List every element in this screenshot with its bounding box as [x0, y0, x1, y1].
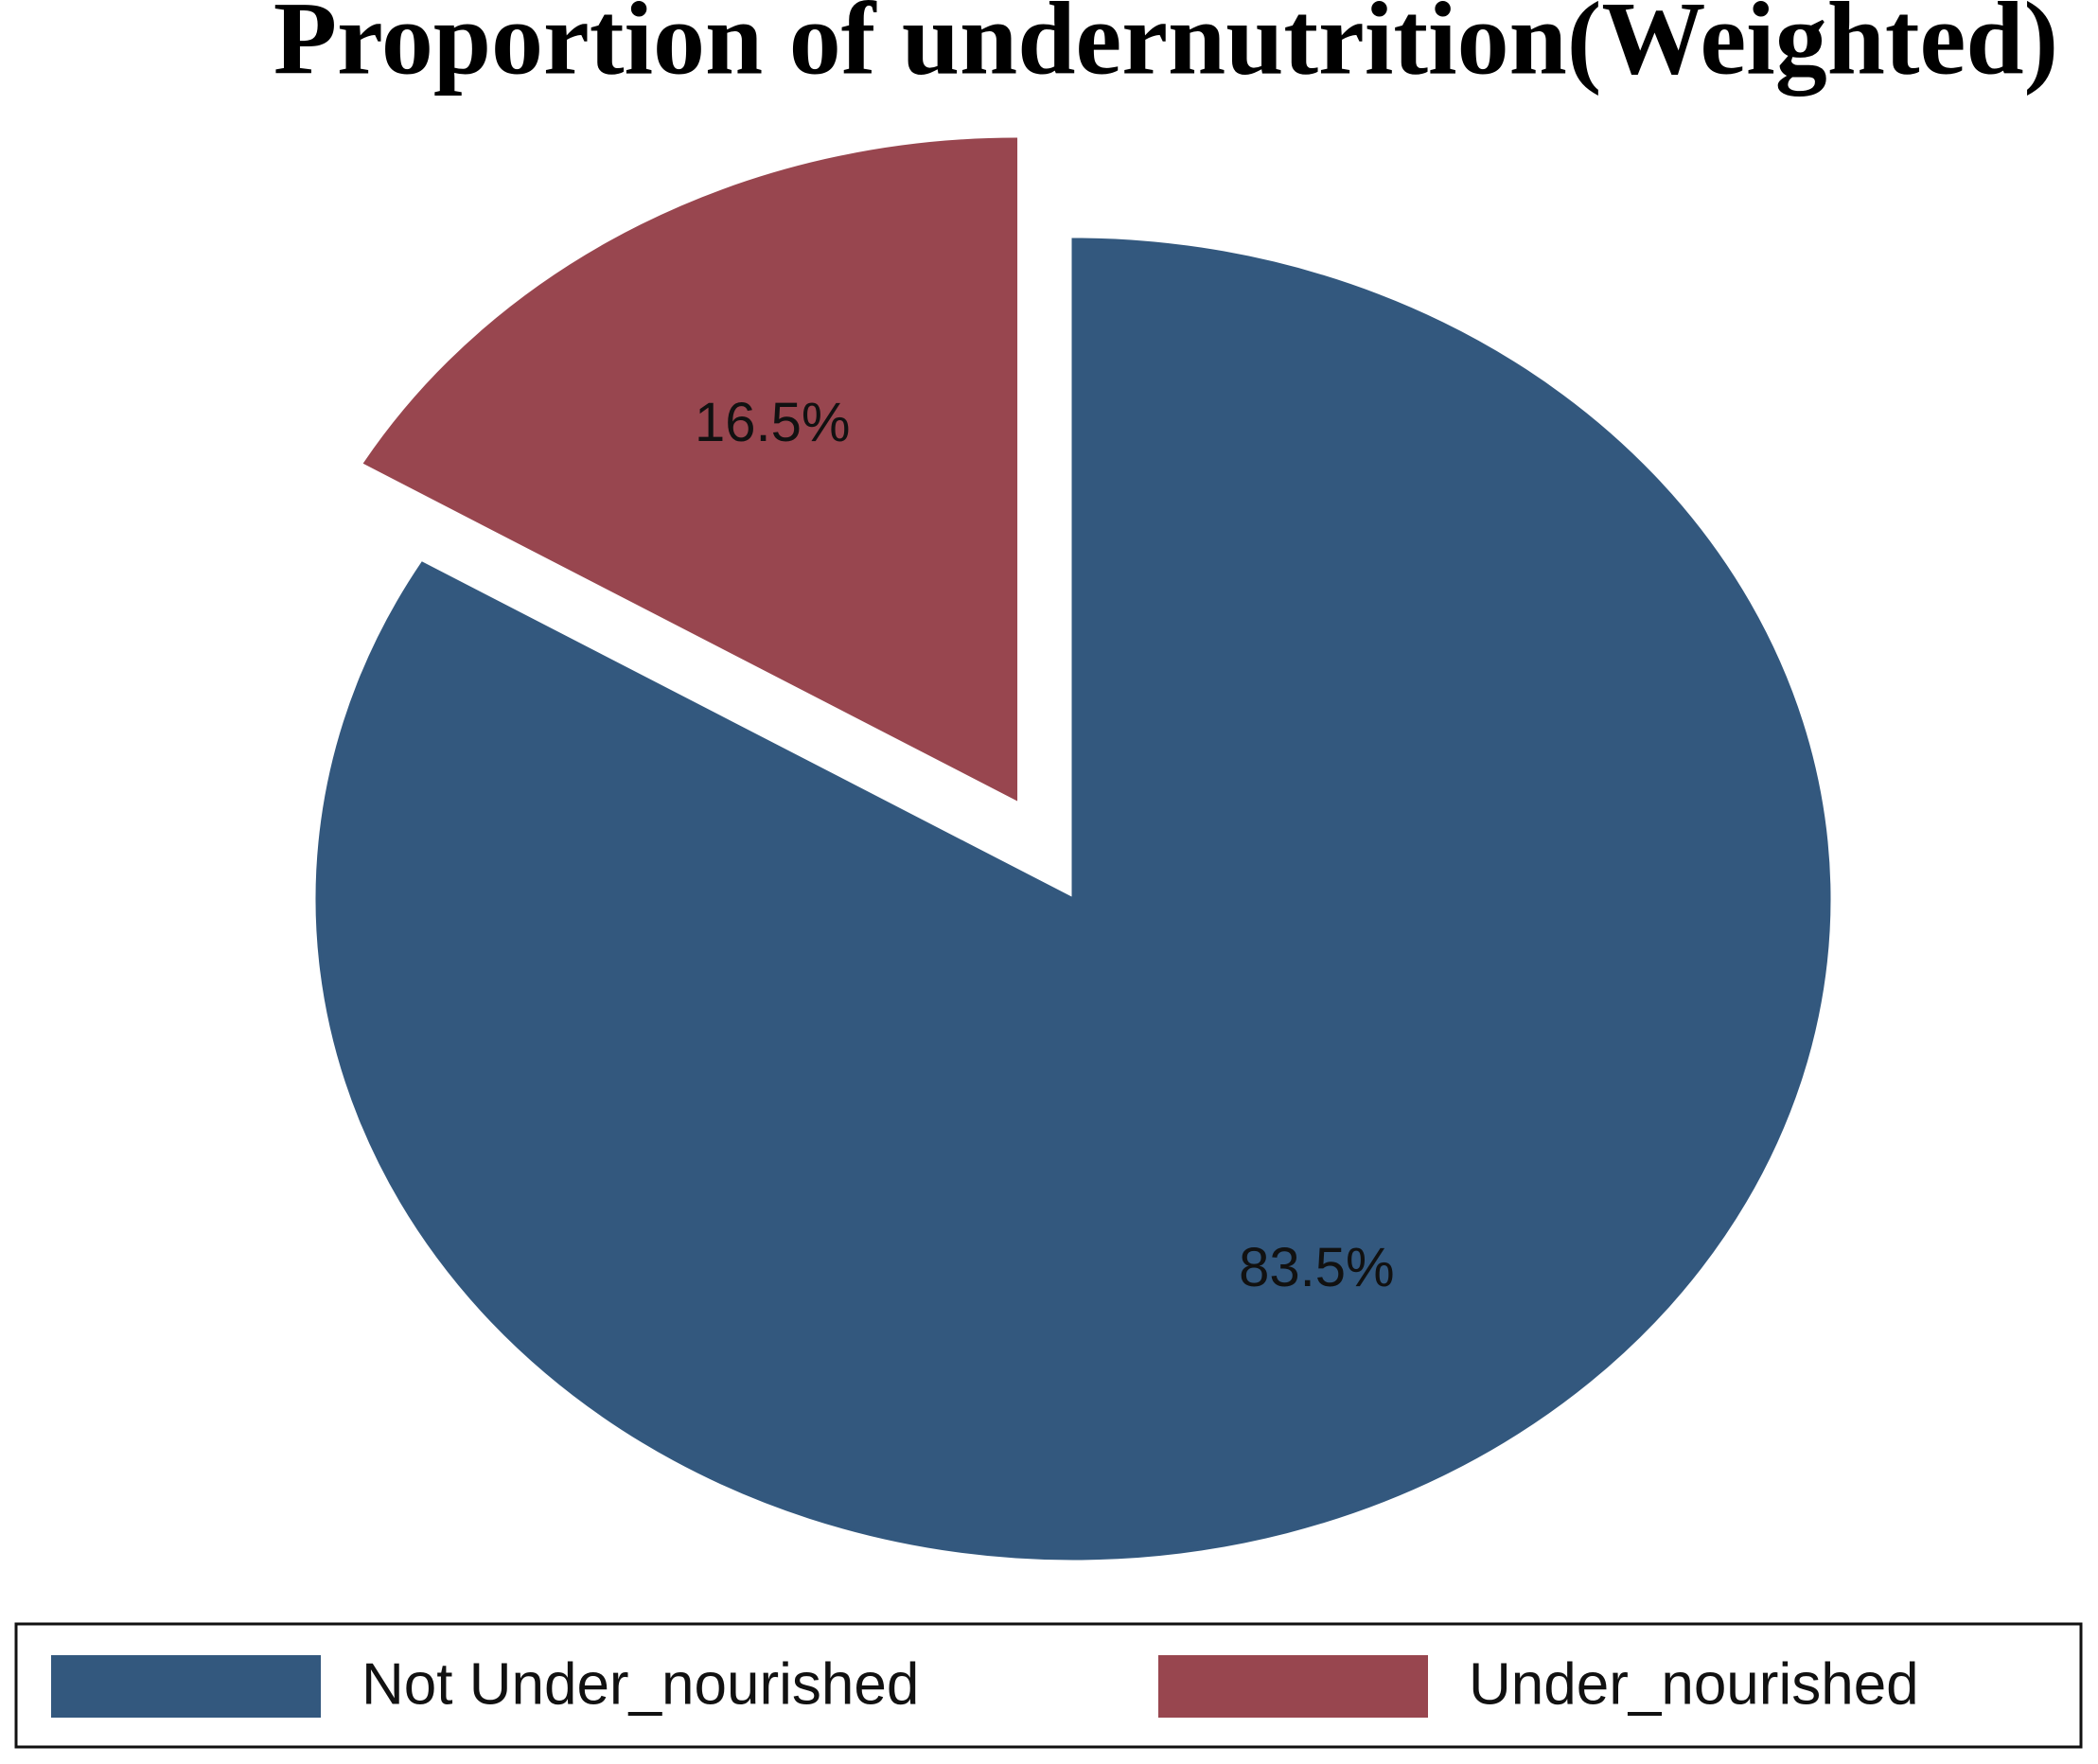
legend-label: Under_nourished	[1469, 1651, 1919, 1717]
pie-slice	[362, 137, 1018, 802]
legend-swatch	[51, 1655, 321, 1718]
legend-label: Not Under_nourished	[361, 1651, 919, 1717]
pie-slice	[315, 238, 1831, 1561]
slice-label: 16.5%	[695, 392, 850, 453]
chart-title: Proportion of undernutrition(Weighted)	[273, 0, 2058, 96]
legend-swatch	[1158, 1655, 1428, 1718]
legend-box	[14, 1622, 2083, 1749]
slice-label: 83.5%	[1239, 1237, 1394, 1298]
